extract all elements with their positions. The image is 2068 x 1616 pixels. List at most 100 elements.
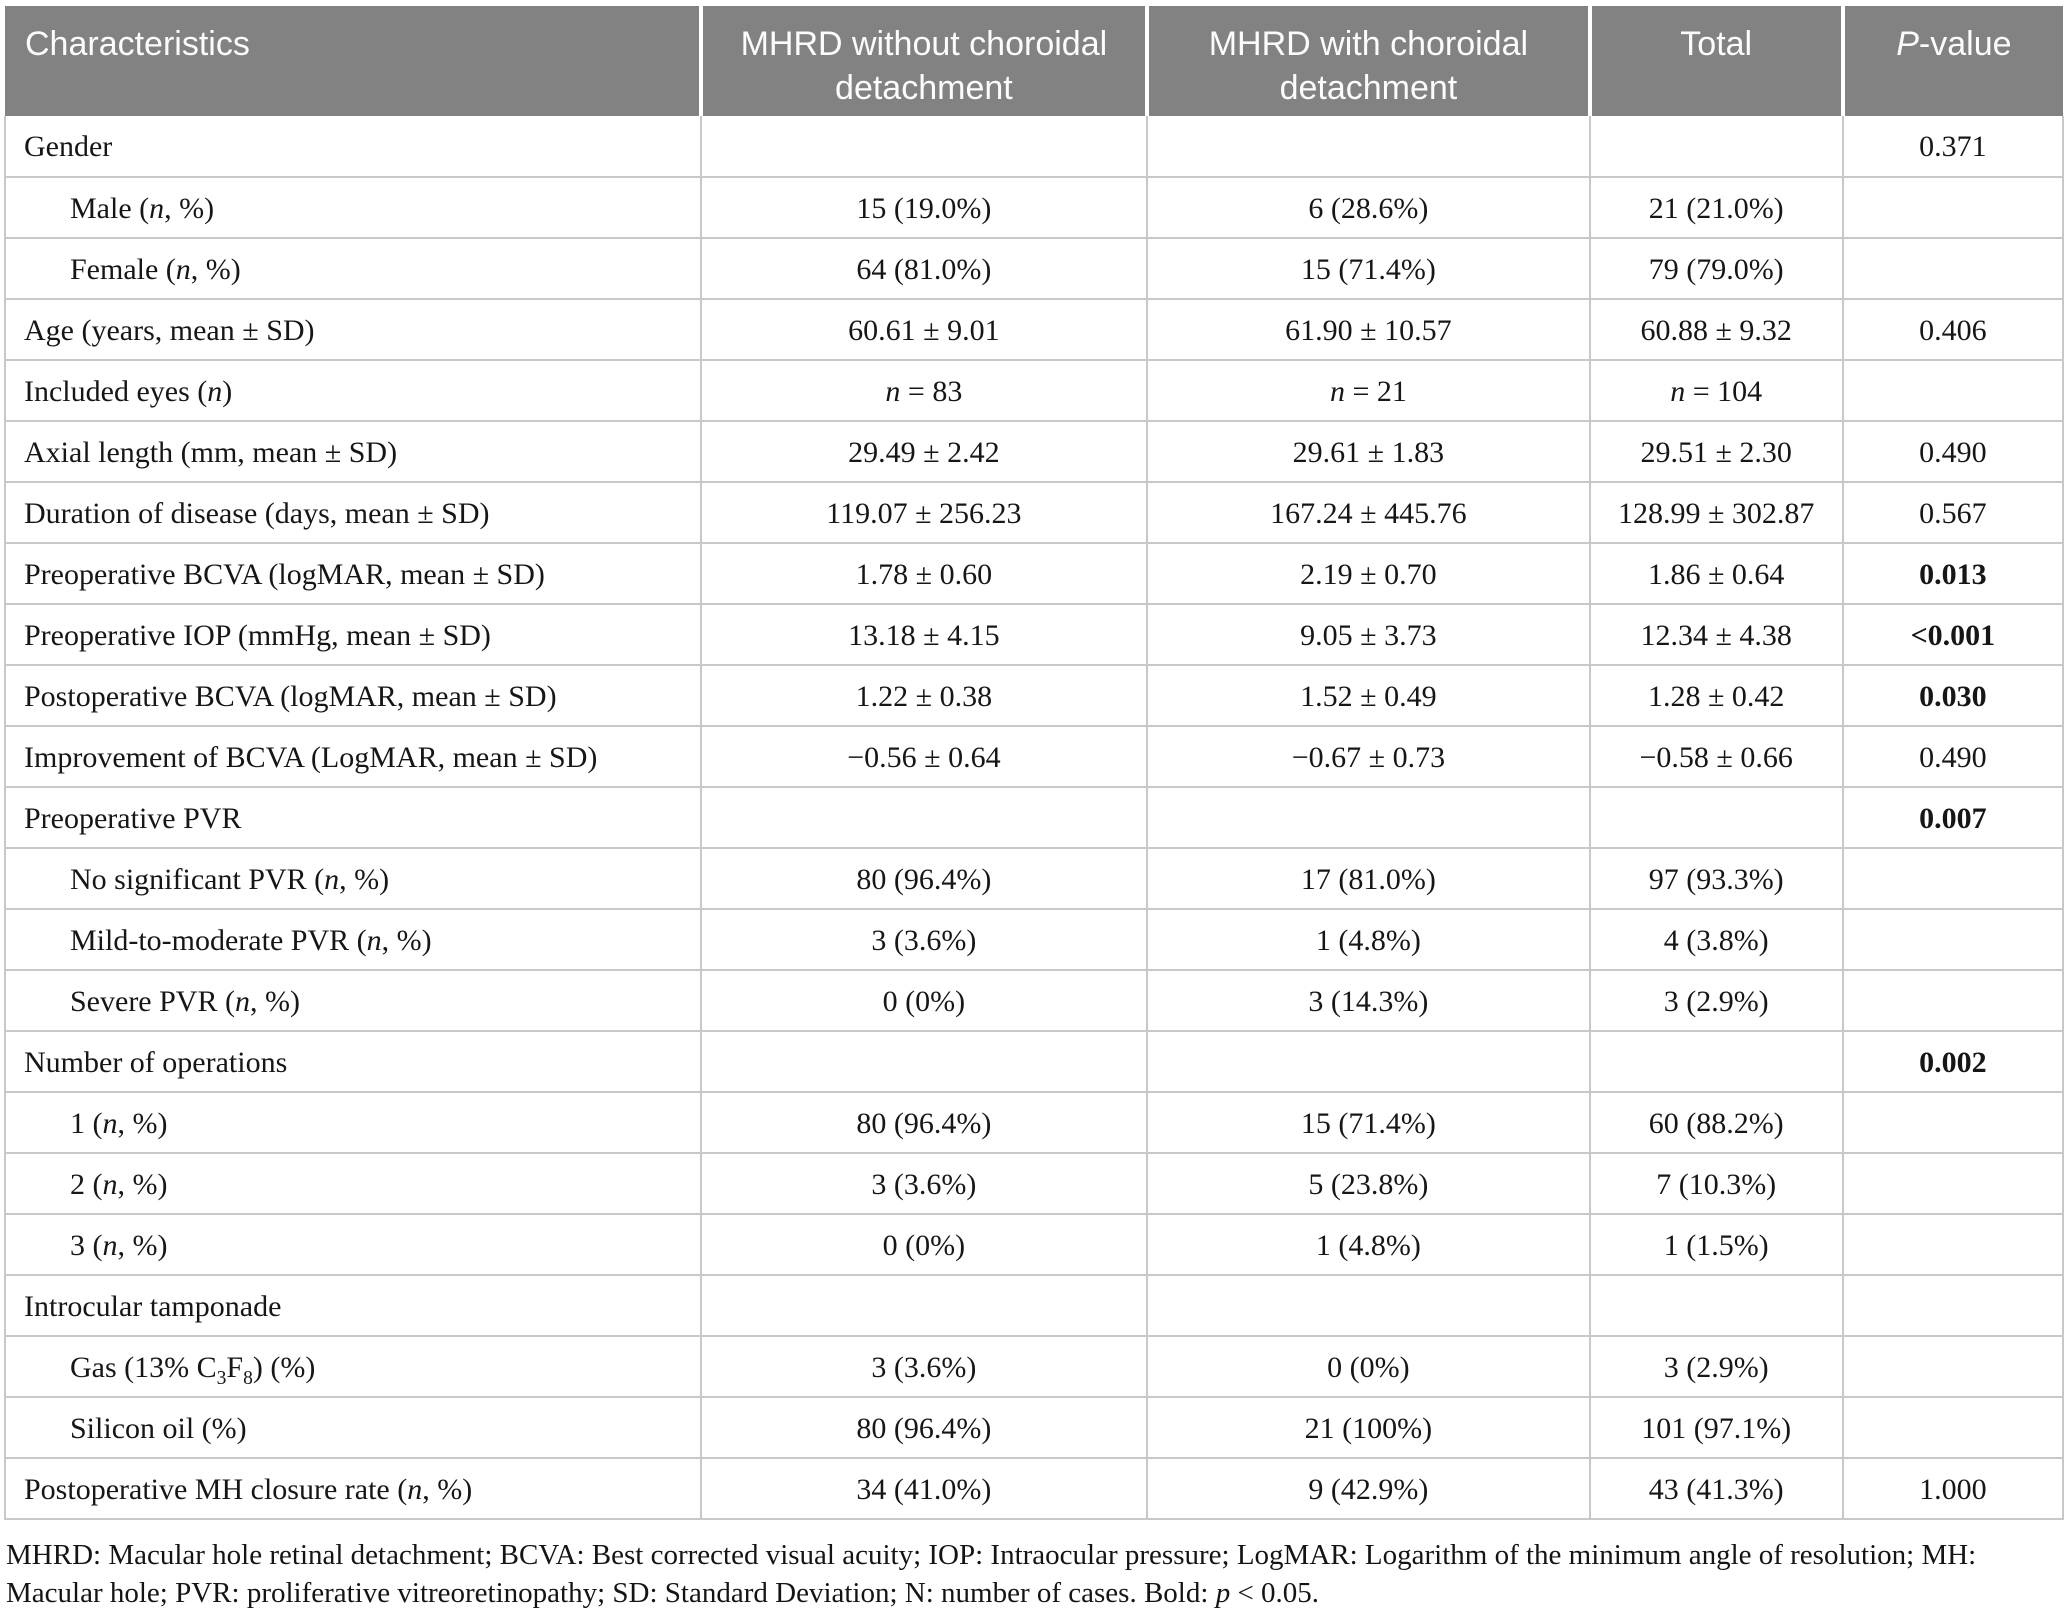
p-value-cell [1841,1396,2065,1458]
value-cell: 60 (88.2%) [1588,1091,1843,1153]
row-label-cell: Female (n, %) [4,237,701,299]
header-mhrd-with-choroidal-detachment: MHRD with choroidal detachment [1145,6,1590,116]
value-cell: 1 (1.5%) [1588,1213,1843,1275]
value-cell: 61.90 ± 10.57 [1146,298,1590,360]
value-cell: 29.51 ± 2.30 [1588,420,1843,482]
value-cell: 0 (0%) [699,969,1148,1031]
p-value-cell: 0.007 [1841,786,2065,848]
header-mhrd-without-choroidal-detachment: MHRD without choroidal detachment [698,6,1148,116]
table-row: 3 (n, %) 0 (0%) 1 (4.8%) 1 (1.5%) [4,1213,2065,1275]
table-row: Postoperative BCVA (logMAR, mean ± SD) 1.… [4,664,2065,726]
value-cell: 17 (81.0%) [1146,847,1590,909]
value-cell: 1 (4.8%) [1146,908,1590,970]
table-row: Severe PVR (n, %) 0 (0%) 3 (14.3%) 3 (2.9%) [4,969,2065,1031]
header-characteristics: Characteristics [5,6,701,116]
p-value-cell: 0.567 [1841,481,2065,543]
value-cell: 3 (14.3%) [1146,969,1590,1031]
row-label-cell: No significant PVR (n, %) [4,847,701,909]
table-row: No significant PVR (n, %) 80 (96.4%) 17 (8… [4,847,2065,909]
table-row: Introcular tamponade [4,1274,2065,1336]
value-cell [1588,116,1843,177]
row-label-cell: Axial length (mm, mean ± SD) [4,420,701,482]
value-cell [1588,786,1843,848]
row-label-cell: Gender [4,116,701,177]
value-cell [699,116,1148,177]
value-cell: 15 (71.4%) [1146,1091,1590,1153]
row-label-cell: Severe PVR (n, %) [4,969,701,1031]
value-cell: 34 (41.0%) [699,1457,1148,1520]
value-cell: 5 (23.8%) [1146,1152,1590,1214]
table-header: Characteristics MHRD without choroidal d… [5,6,2063,116]
value-cell: 60.88 ± 9.32 [1588,298,1843,360]
value-cell [1588,1274,1843,1336]
p-value-cell: 0.371 [1841,116,2065,177]
row-label-cell: Preoperative IOP (mmHg, mean ± SD) [4,603,701,665]
value-cell [1588,1030,1843,1092]
row-label-cell: Included eyes (n) [4,359,701,421]
p-value-cell: 1.000 [1841,1457,2065,1520]
value-cell: 0 (0%) [1146,1335,1590,1397]
row-label-cell: Improvement of BCVA (LogMAR, mean ± SD) [4,725,701,787]
value-cell: 1.22 ± 0.38 [699,664,1148,726]
value-cell [699,1274,1148,1336]
table-row: Preoperative PVR 0.007 [4,786,2065,848]
value-cell: 64 (81.0%) [699,237,1148,299]
p-value-cell [1841,1091,2065,1153]
row-label-cell: Duration of disease (days, mean ± SD) [4,481,701,543]
value-cell: 128.99 ± 302.87 [1588,481,1843,543]
row-label-cell: 3 (n, %) [4,1213,701,1275]
value-cell: −0.58 ± 0.66 [1588,725,1843,787]
table-body: Gender 0.371 Male (n, %) 15 (19.0%) 6 (28.6%… [4,116,2065,1520]
header-total: Total [1587,6,1843,116]
value-cell: 3 (2.9%) [1588,969,1843,1031]
p-value-cell: 0.490 [1841,725,2065,787]
value-cell: 3 (3.6%) [699,1152,1148,1214]
row-label-cell: Postoperative MH closure rate (n, %) [4,1457,701,1520]
table-row: Female (n, %) 64 (81.0%) 15 (71.4%) 79 (79.… [4,237,2065,299]
value-cell: 79 (79.0%) [1588,237,1843,299]
value-cell: n = 21 [1146,359,1590,421]
p-value-cell: 0.002 [1841,1030,2065,1092]
value-cell: 0 (0%) [699,1213,1148,1275]
value-cell: 60.61 ± 9.01 [699,298,1148,360]
p-value-cell [1841,176,2065,238]
value-cell: 119.07 ± 256.23 [699,481,1148,543]
row-label-cell: Number of operations [4,1030,701,1092]
value-cell: 9.05 ± 3.73 [1146,603,1590,665]
value-cell: 1.28 ± 0.42 [1588,664,1843,726]
value-cell: n = 104 [1588,359,1843,421]
row-label-cell: 2 (n, %) [4,1152,701,1214]
value-cell: 21 (21.0%) [1588,176,1843,238]
row-label-cell: Male (n, %) [4,176,701,238]
row-label-cell: Postoperative BCVA (logMAR, mean ± SD) [4,664,701,726]
value-cell: 1.86 ± 0.64 [1588,542,1843,604]
value-cell: 7 (10.3%) [1588,1152,1843,1214]
value-cell [699,786,1148,848]
value-cell: 29.61 ± 1.83 [1146,420,1590,482]
table-row: Preoperative IOP (mmHg, mean ± SD) 13.18 … [4,603,2065,665]
value-cell: 4 (3.8%) [1588,908,1843,970]
p-value-cell: <0.001 [1841,603,2065,665]
table-row: Duration of disease (days, mean ± SD) 119… [4,481,2065,543]
value-cell: 1 (4.8%) [1146,1213,1590,1275]
table-row: Gas (13% C3F8) (%) 3 (3.6%) 0 (0%) 3 (2.9%) [4,1335,2065,1397]
table-row: 2 (n, %) 3 (3.6%) 5 (23.8%) 7 (10.3%) [4,1152,2065,1214]
row-label-cell: Preoperative BCVA (logMAR, mean ± SD) [4,542,701,604]
value-cell [1146,1274,1590,1336]
value-cell: 21 (100%) [1146,1396,1590,1458]
p-value-cell [1841,1274,2065,1336]
value-cell: 80 (96.4%) [699,1396,1148,1458]
table-row: Age (years, mean ± SD) 60.61 ± 9.01 61.90 … [4,298,2065,360]
value-cell: 3 (2.9%) [1588,1335,1843,1397]
value-cell: 80 (96.4%) [699,847,1148,909]
table-row: Number of operations 0.002 [4,1030,2065,1092]
table-row: Postoperative MH closure rate (n, %) 34 (… [4,1457,2065,1520]
value-cell: 167.24 ± 445.76 [1146,481,1590,543]
table-row: Silicon oil (%) 80 (96.4%) 21 (100%) 101 (9… [4,1396,2065,1458]
value-cell: 3 (3.6%) [699,908,1148,970]
row-label-cell: Mild-to-moderate PVR (n, %) [4,908,701,970]
value-cell: 12.34 ± 4.38 [1588,603,1843,665]
p-value-cell [1841,237,2065,299]
value-cell: −0.67 ± 0.73 [1146,725,1590,787]
